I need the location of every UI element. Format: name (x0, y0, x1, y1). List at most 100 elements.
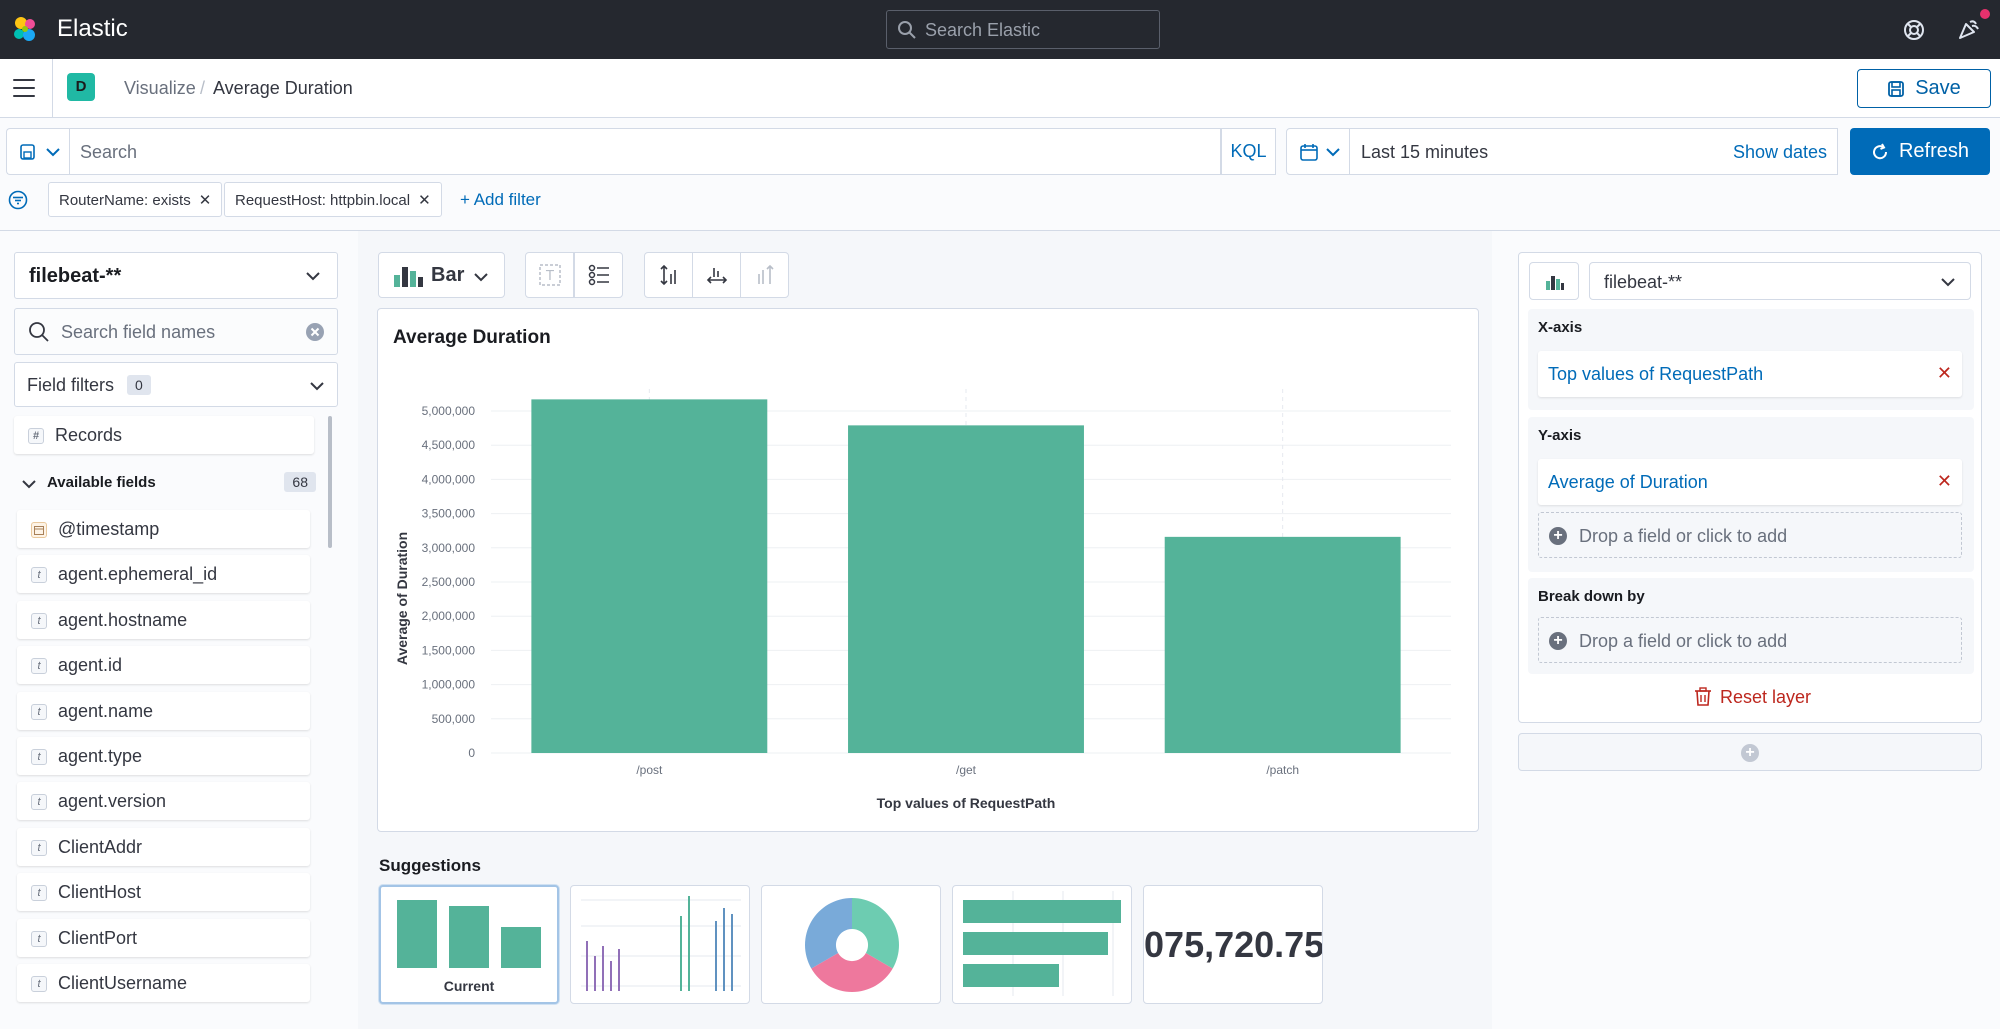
layer-chart-type-button[interactable] (1529, 262, 1579, 300)
field-item[interactable]: t agent.ephemeral_id (17, 555, 310, 594)
field-name: agent.id (58, 655, 123, 676)
breakdown-section: Break down by + Drop a field or click to… (1528, 578, 1974, 674)
field-item[interactable]: t ClientAddr (17, 827, 310, 866)
plus-icon: + (1741, 744, 1759, 762)
string-type-icon: t (31, 930, 47, 947)
clear-icon[interactable] (305, 322, 325, 342)
field-item[interactable]: t agent.id (17, 646, 310, 685)
y-tick-label: 1,500,000 (422, 643, 476, 657)
quick-date-picker[interactable] (1286, 128, 1350, 175)
y-axis-label: Y-axis (1538, 427, 1582, 444)
show-dates-link[interactable]: Show dates (1732, 142, 1827, 162)
string-type-icon: t (31, 612, 47, 629)
index-pattern-select[interactable]: filebeat-** (14, 252, 338, 299)
y-tick-label: 2,000,000 (422, 609, 476, 623)
refresh-button[interactable]: Refresh (1850, 128, 1990, 175)
scrollbar[interactable] (328, 416, 332, 548)
remove-icon[interactable]: ✕ (1936, 471, 1952, 491)
brand-name[interactable]: Elastic (57, 15, 128, 42)
filter-pill-label: RequestHost: httpbin.local (235, 192, 411, 209)
bottom-axis-button[interactable] (692, 252, 741, 298)
kql-toggle[interactable]: KQL (1221, 128, 1276, 175)
field-item[interactable]: t agent.type (17, 737, 310, 775)
field-item[interactable]: t ClientPort (17, 918, 310, 957)
trash-icon (1695, 687, 1711, 706)
field-item[interactable]: t agent.version (17, 782, 310, 821)
x-axis-dimension[interactable]: Top values of RequestPath ✕ (1538, 351, 1962, 397)
field-name: agent.hostname (58, 609, 188, 630)
bar-chart[interactable]: 0 500,000 1,000,000 1,500,000 2,000,000 2,500… (378, 309, 1478, 831)
saved-query-button[interactable] (6, 128, 70, 175)
global-search-input[interactable]: Search Elastic (886, 10, 1160, 49)
divider (52, 59, 53, 117)
line-chart-thumbnail (581, 896, 741, 991)
field-name: ClientAddr (58, 836, 143, 857)
menu-icon[interactable] (13, 79, 35, 97)
field-item[interactable]: t agent.name (17, 691, 310, 730)
y-axis-value: Average of Duration (1548, 472, 1708, 492)
suggestion-donut-chart[interactable] (761, 885, 941, 1004)
field-item[interactable]: t agent.hostname (17, 600, 310, 639)
suggestions-title: Suggestions (379, 856, 482, 875)
suggestion-current-bar[interactable]: Current (379, 885, 559, 1004)
filter-icon[interactable] (8, 190, 28, 210)
string-type-icon: t (31, 749, 47, 765)
field-filters-toggle[interactable]: Field filters 0 (14, 362, 338, 407)
query-input[interactable]: Search (69, 128, 1221, 175)
index-pattern-label: filebeat-** (29, 265, 122, 287)
save-icon (1888, 80, 1905, 97)
value-labels-button[interactable]: T (525, 252, 574, 298)
string-type-icon: t (31, 703, 47, 720)
chart-panel: Average Duration 0 500,000 1,000,000 1,500,… (377, 308, 1479, 832)
filter-pill-routername[interactable]: RouterName: exists ✕ (48, 182, 223, 217)
suggestion-line-chart[interactable] (570, 885, 750, 1004)
newsfeed-icon[interactable] (1956, 16, 1982, 42)
field-item[interactable]: @timestamp (17, 510, 310, 548)
field-item[interactable]: t ClientHost (17, 873, 310, 912)
field-name: ClientHost (58, 882, 142, 903)
available-fields-header[interactable]: Available fields 68 (17, 472, 316, 498)
help-icon[interactable] (1902, 18, 1926, 42)
y-axis-section: Y-axis Average of Duration ✕ + Drop a fi… (1528, 417, 1974, 572)
global-search-placeholder: Search Elastic (925, 20, 1041, 40)
date-range[interactable]: Last 15 minutes Show dates (1349, 128, 1838, 175)
axis-bottom-icon (706, 268, 728, 284)
breakdown-drop-zone[interactable]: + Drop a field or click to add (1538, 617, 1962, 663)
field-filters-count: 0 (127, 375, 151, 395)
right-axis-button[interactable] (740, 252, 789, 298)
close-icon[interactable]: ✕ (418, 192, 431, 209)
add-layer-button[interactable]: + (1518, 733, 1982, 771)
suggestion-horizontal-bar[interactable] (952, 885, 1132, 1004)
left-axis-button[interactable] (644, 252, 693, 298)
add-filter-link[interactable]: + Add filter (460, 190, 541, 209)
breadcrumb-current: Average Duration (213, 78, 353, 98)
text-icon: T (539, 264, 561, 286)
y-axis-drop-zone[interactable]: + Drop a field or click to add (1538, 512, 1962, 558)
breadcrumb-visualize[interactable]: Visualize (124, 78, 196, 98)
available-fields-label: Available fields (47, 474, 156, 491)
x-axis-section: X-axis Top values of RequestPath ✕ (1528, 309, 1974, 410)
filter-pill-requesthost[interactable]: RequestHost: httpbin.local ✕ (224, 182, 442, 217)
close-icon[interactable]: ✕ (198, 192, 212, 209)
reset-layer-button[interactable]: Reset layer (1694, 687, 1811, 708)
legend-button[interactable] (574, 252, 623, 298)
y-tick-label: 0 (468, 746, 475, 760)
chevron-down-icon (22, 480, 36, 489)
axis-left-icon (660, 264, 676, 286)
space-avatar[interactable]: D (67, 73, 95, 101)
time-range-label: Last 15 minutes (1361, 142, 1489, 162)
elastic-logo-icon[interactable] (10, 14, 40, 44)
string-type-icon: t (31, 976, 47, 992)
remove-icon[interactable]: ✕ (1936, 363, 1952, 383)
layer-index-pattern-select[interactable]: filebeat-** (1589, 262, 1971, 300)
drop-label: Drop a field or click to add (1579, 631, 1788, 651)
y-axis-dimension[interactable]: Average of Duration ✕ (1538, 459, 1962, 505)
suggestion-metric[interactable]: 4,075,720.75 (1143, 885, 1323, 1004)
records-field[interactable]: # Records (14, 416, 314, 454)
field-search-input[interactable]: Search field names (14, 308, 338, 355)
field-name: @timestamp (58, 519, 160, 539)
save-button[interactable]: Save (1857, 69, 1991, 108)
field-item[interactable]: t ClientUsername (17, 964, 310, 1002)
chart-type-switcher[interactable]: Bar (378, 252, 505, 298)
y-tick-label: 2,500,000 (422, 575, 476, 589)
